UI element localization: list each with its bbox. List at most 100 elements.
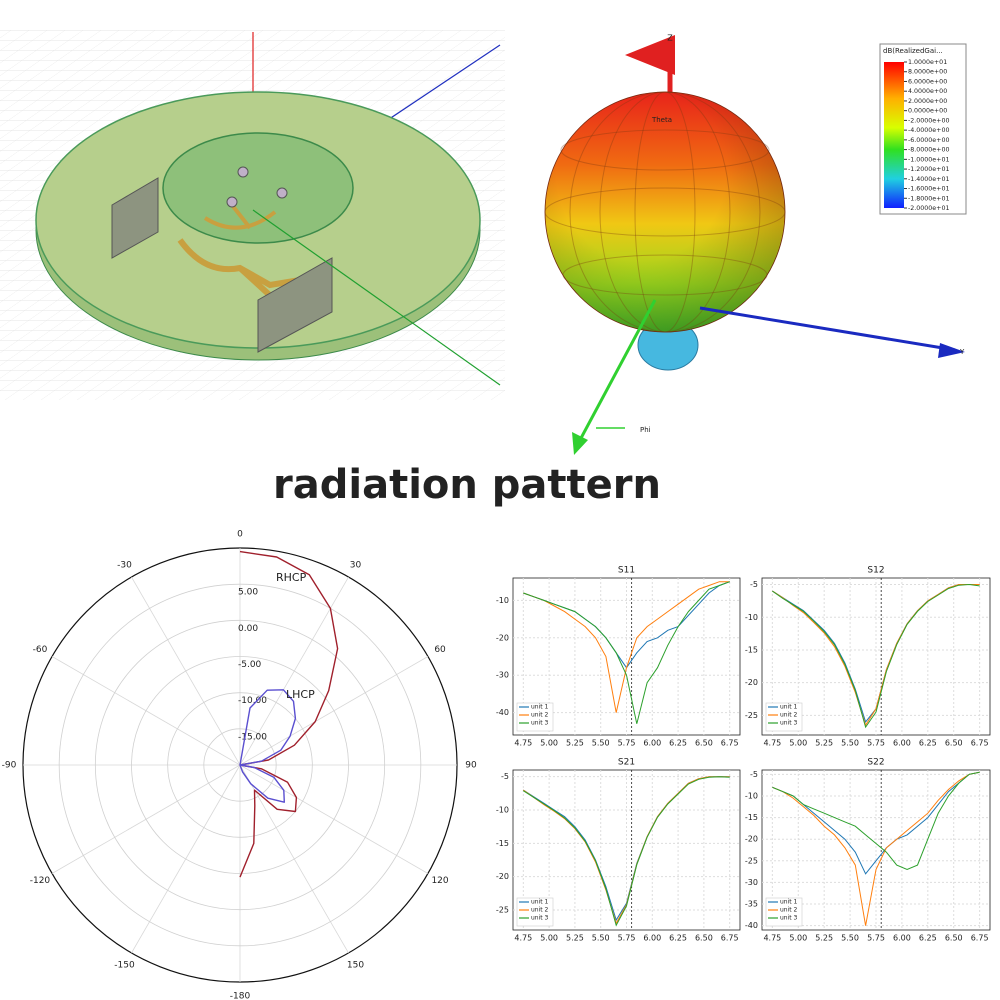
legend-box bbox=[516, 702, 554, 732]
probe bbox=[237, 166, 249, 178]
axis-y bbox=[699, 306, 956, 352]
series-line bbox=[772, 584, 980, 727]
cad-model bbox=[0, 30, 505, 400]
legend-label: unit 2 bbox=[780, 907, 798, 914]
legend-label: unit 3 bbox=[780, 915, 798, 922]
cad-axis-x bbox=[252, 209, 501, 386]
colorbar-label: -2.0000e+00 bbox=[908, 117, 949, 124]
x-tick-label: 6.25 bbox=[919, 934, 937, 943]
angle-label: 30 bbox=[350, 560, 362, 570]
legend-label: unit 3 bbox=[780, 720, 798, 727]
x-tick-label: 4.75 bbox=[763, 739, 781, 748]
x-tick-label: 6.00 bbox=[893, 739, 911, 748]
colorbar-label: -2.0000e+01 bbox=[908, 205, 949, 212]
legend-label: unit 1 bbox=[780, 704, 798, 711]
grid-ring bbox=[167, 692, 313, 838]
y-tick-label: -25 bbox=[745, 711, 758, 720]
polar-curve bbox=[239, 689, 297, 803]
angle-label: -30 bbox=[117, 560, 132, 570]
colorbar-label: -8.0000e+00 bbox=[908, 147, 949, 154]
x-tick-label: 5.75 bbox=[618, 934, 636, 943]
curve-label: LHCP bbox=[286, 688, 315, 701]
legend-label: unit 2 bbox=[531, 712, 549, 719]
series-line bbox=[772, 771, 980, 875]
y-tick-label: -15 bbox=[496, 839, 509, 848]
r-tick-label: 0.00 bbox=[238, 624, 258, 634]
angle-label: 0 bbox=[237, 530, 243, 540]
colorbar-label: -1.4000e+01 bbox=[908, 176, 949, 183]
x-tick-label: 5.75 bbox=[867, 934, 885, 943]
chart-title: S11 bbox=[618, 566, 635, 576]
x-tick-label: 5.25 bbox=[566, 934, 584, 943]
mesh bbox=[544, 91, 786, 333]
x-tick-label: 4.75 bbox=[763, 934, 781, 943]
x-tick-label: 5.00 bbox=[540, 739, 558, 748]
x-tick-label: 5.50 bbox=[592, 739, 610, 748]
grid-ring bbox=[203, 728, 277, 802]
y-tick-label: -30 bbox=[496, 671, 509, 680]
y-tick-label: -40 bbox=[745, 921, 758, 930]
colorbar-label: -1.6000e+01 bbox=[908, 186, 949, 193]
colorbar-label: -1.0000e+01 bbox=[908, 156, 949, 163]
colorbar-label: 1.0000e+01 bbox=[908, 59, 947, 66]
x-tick-label: 4.75 bbox=[514, 739, 532, 748]
angle-label: -90 bbox=[2, 761, 17, 771]
axis-x-head bbox=[572, 432, 588, 455]
angle-label: -120 bbox=[30, 876, 51, 886]
legend-box bbox=[516, 897, 554, 927]
x-tick-label: 5.25 bbox=[815, 934, 833, 943]
series-line bbox=[523, 581, 730, 713]
x-tick-label: 6.75 bbox=[721, 739, 739, 748]
y-tick-label: -10 bbox=[745, 791, 758, 800]
legend-box bbox=[765, 702, 803, 732]
y-tick-label: -20 bbox=[496, 872, 509, 881]
angle-label: 90 bbox=[465, 761, 477, 771]
y-tick-label: -25 bbox=[496, 906, 509, 915]
colorbar-scale bbox=[884, 62, 904, 208]
probe bbox=[226, 196, 238, 208]
x-tick-label: 6.50 bbox=[945, 739, 963, 748]
x-tick-label: 6.00 bbox=[643, 934, 661, 943]
x-tick-label: 4.75 bbox=[514, 934, 532, 943]
charts: 0 30 60 90 120 150 -180 -150 -120 -90 -60 -30 5.00 0.… bbox=[2, 530, 991, 1000]
caption: radiation pattern bbox=[273, 462, 661, 508]
y-tick-label: -10 bbox=[496, 806, 509, 815]
angle-label: -150 bbox=[114, 961, 135, 971]
colorbar-label: -6.0000e+00 bbox=[908, 137, 949, 144]
x-tick-label: 6.25 bbox=[919, 739, 937, 748]
x-tick-label: 6.75 bbox=[721, 934, 739, 943]
colorbar-label: 6.0000e+00 bbox=[908, 78, 947, 85]
x-tick-label: 6.75 bbox=[971, 934, 989, 943]
x-tick-label: 5.25 bbox=[815, 739, 833, 748]
r-tick-label: -10.00 bbox=[238, 696, 267, 706]
wall bbox=[111, 177, 159, 259]
x-tick-label: 5.00 bbox=[789, 739, 807, 748]
r-tick-label: 5.00 bbox=[238, 588, 258, 598]
probe bbox=[276, 187, 288, 199]
legend-label: unit 1 bbox=[531, 899, 549, 906]
legend-label: unit 2 bbox=[780, 712, 798, 719]
grid-ring bbox=[94, 619, 386, 911]
series-line bbox=[772, 771, 980, 926]
angle-label: 60 bbox=[434, 645, 446, 655]
y-tick-label: -15 bbox=[745, 813, 758, 822]
x-tick-label: 5.00 bbox=[789, 934, 807, 943]
chart-title: S12 bbox=[867, 566, 884, 576]
angle-label: 120 bbox=[431, 876, 448, 886]
x-tick-label: 6.50 bbox=[945, 934, 963, 943]
colorbar-label: 2.0000e+00 bbox=[908, 98, 947, 105]
angle-label: 150 bbox=[347, 961, 364, 971]
y-tick-label: -25 bbox=[745, 856, 758, 865]
lobe-shading bbox=[545, 92, 785, 332]
legend-label: unit 1 bbox=[531, 704, 549, 711]
colorbar-label: 0.0000e+00 bbox=[908, 108, 947, 115]
series-line bbox=[772, 583, 980, 729]
x-tick-label: 6.00 bbox=[643, 739, 661, 748]
x-tick-label: 5.75 bbox=[867, 739, 885, 748]
r-tick-label: -5.00 bbox=[238, 660, 262, 670]
y-tick-label: -40 bbox=[496, 708, 509, 717]
x-tick-label: 6.25 bbox=[669, 739, 687, 748]
wall bbox=[257, 257, 333, 353]
x-tick-label: 6.25 bbox=[669, 934, 687, 943]
